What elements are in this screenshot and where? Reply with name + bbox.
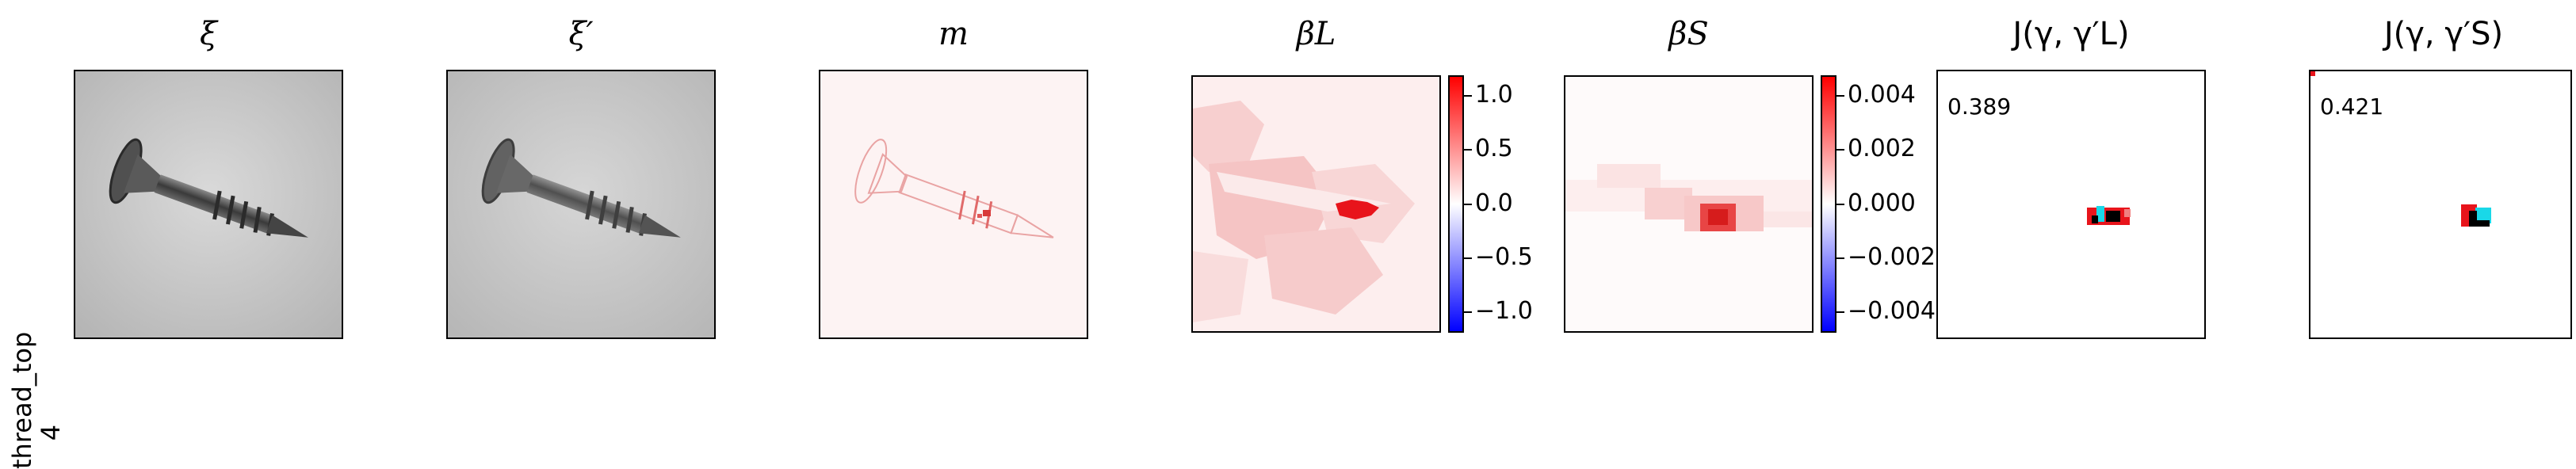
colorbar-tick-mark <box>1464 311 1472 313</box>
title-xi-prime: ξ′ <box>568 16 594 52</box>
score-j-l: 0.389 <box>1947 93 2012 120</box>
colorbar-tick-mark <box>1836 95 1844 97</box>
colorbar-tick-mark <box>1836 203 1844 205</box>
colorbar-tick-mark <box>1464 203 1472 205</box>
colorbar-tick-mark <box>1464 149 1472 151</box>
overlap-map-l <box>2087 206 2131 225</box>
row-label: thread_top 4 <box>7 331 66 469</box>
title-j-l: J(γ, γ′L) <box>2012 16 2130 52</box>
colorbar-tick-label: −0.5 <box>1475 242 1533 271</box>
image-j-s: 0.421 <box>2309 70 2572 339</box>
colorbar-tick-label: 0.004 <box>1848 81 1916 109</box>
beta-l-heatmap <box>1193 77 1439 331</box>
image-xi <box>74 70 343 339</box>
colorbar-tick-label: 0.002 <box>1848 135 1916 163</box>
colorbar-beta-l <box>1448 75 1464 333</box>
row-label-index: 4 <box>36 424 66 441</box>
screw-image-reconstructed <box>448 71 714 337</box>
colorbar-tick-label: −0.002 <box>1848 242 1936 271</box>
title-j-s: J(γ, γ′S) <box>2383 16 2504 52</box>
colorbar-tick-label: 0.000 <box>1848 189 1916 217</box>
image-m <box>819 70 1088 339</box>
difference-map <box>820 71 1087 337</box>
colorbar-tick-mark <box>1464 257 1472 259</box>
colorbar-tick-mark <box>1464 95 1472 97</box>
beta-s-heatmap <box>1565 77 1812 331</box>
title-m: m <box>938 16 969 52</box>
colorbar-tick-label: 1.0 <box>1475 81 1513 109</box>
overlap-map-s <box>2310 71 2491 227</box>
image-beta-s <box>1564 75 1814 333</box>
colorbar-tick-label: −1.0 <box>1475 297 1533 325</box>
screw-image <box>75 71 342 337</box>
colorbar-tick-mark <box>1836 311 1844 313</box>
row-label-category: thread_top <box>7 331 37 469</box>
title-beta-s: βS <box>1668 16 1709 52</box>
title-xi: ξ <box>199 16 218 52</box>
image-xi-prime <box>446 70 716 339</box>
image-j-l: 0.389 <box>1936 70 2206 339</box>
colorbar-tick-label: 0.0 <box>1475 189 1513 217</box>
colorbar-tick-mark <box>1836 149 1844 151</box>
colorbar-tick-label: 0.5 <box>1475 135 1513 163</box>
colorbar-beta-s <box>1821 75 1836 333</box>
score-j-s: 0.421 <box>2320 93 2384 120</box>
colorbar-tick-mark <box>1836 257 1844 259</box>
title-beta-l: βL <box>1296 16 1336 52</box>
colorbar-tick-label: −0.004 <box>1848 297 1936 325</box>
image-beta-l <box>1191 75 1441 333</box>
